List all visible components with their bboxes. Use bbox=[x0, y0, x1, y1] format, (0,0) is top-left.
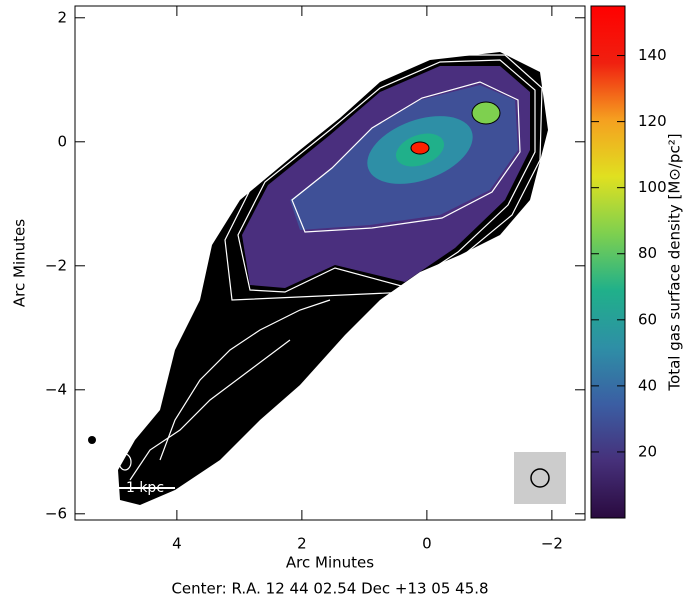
y-tick-label: 2 bbox=[57, 8, 67, 26]
x-tick-label: −2 bbox=[541, 535, 563, 553]
beam bbox=[530, 468, 550, 488]
plot-frame bbox=[74, 5, 586, 521]
x-tick-label: 4 bbox=[172, 535, 182, 553]
scale-bar-label: 1 kpc bbox=[126, 480, 164, 496]
y-axis-label: Arc Minutes bbox=[11, 219, 29, 307]
colorbar-tick-label: 140 bbox=[638, 46, 667, 64]
x-axis-label: Arc Minutes bbox=[286, 554, 374, 572]
emission-peak bbox=[471, 101, 501, 125]
y-tick-label: −4 bbox=[45, 380, 67, 398]
map-image: 1 kpc bbox=[88, 52, 566, 505]
emission-peak bbox=[410, 141, 430, 155]
colorbar-label: Total gas surface density [M⊙/pc²] bbox=[666, 133, 684, 391]
y-tick-label: 0 bbox=[57, 132, 67, 150]
colorbar bbox=[590, 5, 626, 519]
contours bbox=[118, 54, 543, 481]
colorbar-tick-label: 120 bbox=[638, 112, 667, 130]
colorbar-tick-label: 60 bbox=[638, 310, 657, 328]
x-tick-label: 2 bbox=[297, 535, 307, 553]
footer: Center: R.A. 12 44 02.54 Dec +13 05 45.8 bbox=[171, 580, 488, 598]
y-tick-label: −2 bbox=[45, 256, 67, 274]
colorbar-tick-label: 20 bbox=[638, 442, 657, 460]
y-tick-label: −6 bbox=[45, 504, 67, 522]
colorbar-tick-label: 80 bbox=[638, 244, 657, 262]
speck bbox=[88, 436, 96, 444]
colorbar-tick-label: 40 bbox=[638, 376, 657, 394]
x-tick-label: 0 bbox=[422, 535, 432, 553]
beam-box bbox=[514, 452, 566, 504]
colorbar-tick-label: 100 bbox=[638, 178, 667, 196]
